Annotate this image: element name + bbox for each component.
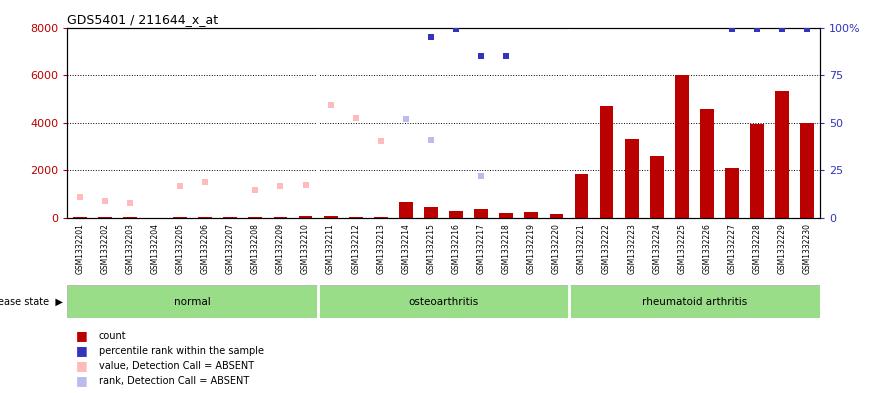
Text: ■: ■ — [76, 359, 88, 373]
Bar — [775, 91, 789, 218]
Bar — [67, 285, 318, 318]
Bar — [399, 202, 413, 218]
Bar — [298, 216, 313, 218]
Text: GSM1332215: GSM1332215 — [426, 223, 435, 274]
Text: normal: normal — [174, 297, 211, 307]
Bar — [318, 285, 569, 318]
Text: GSM1332212: GSM1332212 — [351, 223, 360, 274]
Bar — [349, 217, 363, 218]
Text: GSM1332203: GSM1332203 — [125, 223, 134, 274]
Bar — [323, 217, 338, 218]
Text: disease state  ▶: disease state ▶ — [0, 297, 63, 307]
Text: GSM1332224: GSM1332224 — [652, 223, 661, 274]
Text: ■: ■ — [76, 344, 88, 358]
Bar — [574, 174, 589, 218]
Text: percentile rank within the sample: percentile rank within the sample — [99, 346, 263, 356]
Text: GSM1332227: GSM1332227 — [728, 223, 737, 274]
Text: count: count — [99, 331, 126, 341]
Bar — [273, 217, 288, 218]
Bar — [499, 213, 513, 218]
Text: rank, Detection Call = ABSENT: rank, Detection Call = ABSENT — [99, 376, 249, 386]
Bar — [173, 217, 187, 218]
Bar — [675, 75, 689, 218]
Text: GSM1332208: GSM1332208 — [251, 223, 260, 274]
Bar — [449, 211, 463, 218]
Bar — [599, 106, 614, 218]
Bar — [650, 156, 664, 218]
Text: osteoarthritis: osteoarthritis — [409, 297, 478, 307]
Text: GDS5401 / 211644_x_at: GDS5401 / 211644_x_at — [67, 13, 219, 26]
Text: GSM1332217: GSM1332217 — [477, 223, 486, 274]
Text: GSM1332226: GSM1332226 — [702, 223, 711, 274]
Text: value, Detection Call = ABSENT: value, Detection Call = ABSENT — [99, 361, 254, 371]
Text: GSM1332221: GSM1332221 — [577, 223, 586, 274]
Text: GSM1332229: GSM1332229 — [778, 223, 787, 274]
Bar — [73, 217, 87, 218]
Text: GSM1332214: GSM1332214 — [401, 223, 410, 274]
Bar — [524, 212, 538, 218]
Bar — [148, 217, 162, 218]
Text: ■: ■ — [76, 374, 88, 387]
Bar — [98, 217, 112, 218]
Text: GSM1332219: GSM1332219 — [527, 223, 536, 274]
Bar — [725, 168, 739, 218]
Bar — [700, 108, 714, 218]
Text: GSM1332213: GSM1332213 — [376, 223, 385, 274]
Text: GSM1332228: GSM1332228 — [753, 223, 762, 274]
Text: GSM1332211: GSM1332211 — [326, 223, 335, 274]
Text: GSM1332223: GSM1332223 — [627, 223, 636, 274]
Text: GSM1332202: GSM1332202 — [100, 223, 109, 274]
Text: GSM1332201: GSM1332201 — [75, 223, 84, 274]
Text: rheumatoid arthritis: rheumatoid arthritis — [642, 297, 747, 307]
Bar — [374, 217, 388, 218]
Bar — [750, 124, 764, 218]
Text: GSM1332206: GSM1332206 — [201, 223, 210, 274]
Bar — [424, 207, 438, 218]
Text: GSM1332218: GSM1332218 — [502, 223, 511, 274]
Text: GSM1332220: GSM1332220 — [552, 223, 561, 274]
Text: GSM1332210: GSM1332210 — [301, 223, 310, 274]
Text: GSM1332209: GSM1332209 — [276, 223, 285, 274]
Bar — [223, 217, 237, 218]
Bar — [198, 217, 212, 218]
Text: GSM1332216: GSM1332216 — [452, 223, 461, 274]
Text: GSM1332205: GSM1332205 — [176, 223, 185, 274]
Text: GSM1332207: GSM1332207 — [226, 223, 235, 274]
Text: GSM1332225: GSM1332225 — [677, 223, 686, 274]
Text: GSM1332204: GSM1332204 — [151, 223, 159, 274]
Bar — [549, 214, 564, 218]
Bar — [800, 123, 814, 218]
Bar — [123, 217, 137, 218]
Bar — [248, 217, 263, 218]
Bar — [625, 140, 639, 218]
Text: GSM1332230: GSM1332230 — [803, 223, 812, 274]
Bar — [569, 285, 820, 318]
Text: ■: ■ — [76, 329, 88, 343]
Bar — [474, 209, 488, 218]
Text: GSM1332222: GSM1332222 — [602, 223, 611, 274]
